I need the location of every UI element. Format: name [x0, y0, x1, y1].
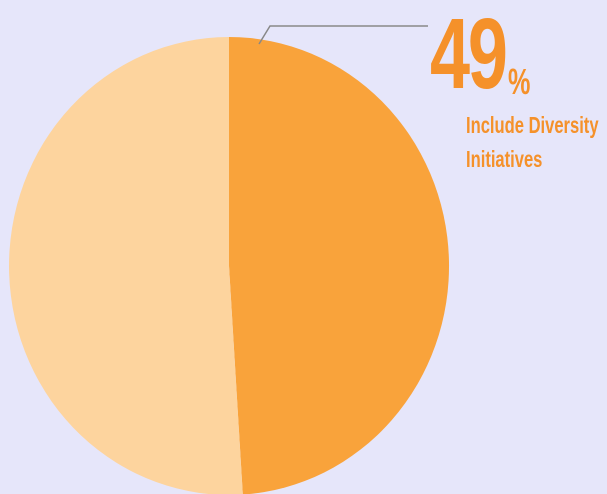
pie-slice-remainder [9, 37, 243, 494]
callout: 49 % Include Diversity Initiatives [430, 4, 607, 172]
callout-unit: % [508, 61, 531, 102]
callout-value-row: 49 % [430, 4, 607, 104]
callout-value: 49 [430, 0, 508, 110]
pie-slices [9, 37, 449, 494]
pie-slice-include-diversity-initiatives [229, 37, 449, 494]
callout-leader-line [258, 25, 428, 45]
callout-label: Include Diversity Initiatives [466, 112, 599, 172]
